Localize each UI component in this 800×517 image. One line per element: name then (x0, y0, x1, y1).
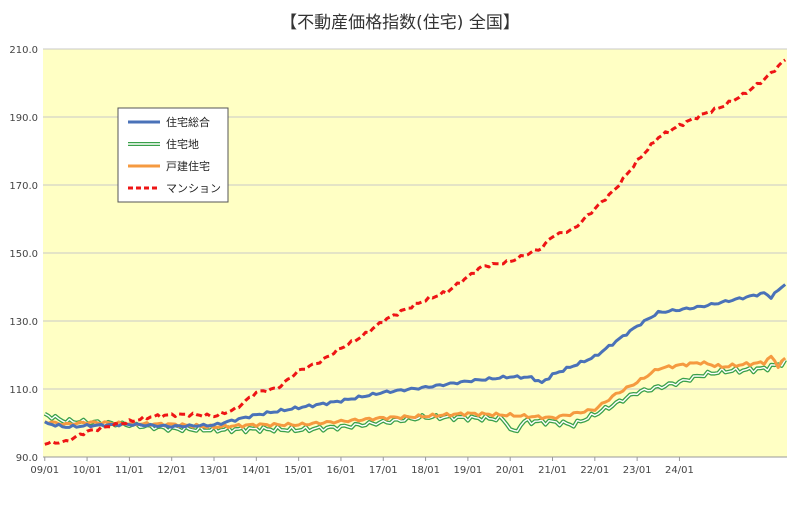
legend-label-1: 住宅地 (166, 137, 199, 151)
y-tick-label: 110.0 (9, 385, 38, 396)
series-line-1-inner (44, 359, 786, 433)
x-tick-label: 22/01 (580, 465, 609, 476)
y-tick-label: 170.0 (9, 181, 38, 192)
y-tick-label: 210.0 (9, 45, 38, 56)
x-tick-label: 09/01 (30, 465, 59, 476)
series-line-0 (44, 283, 787, 429)
y-tick-label: 90.0 (16, 453, 38, 464)
x-tick-label: 11/01 (115, 465, 144, 476)
x-tick-label: 17/01 (369, 465, 398, 476)
x-tick-label: 24/01 (665, 465, 694, 476)
series-line-2 (44, 354, 787, 430)
x-tick-label: 10/01 (73, 465, 102, 476)
y-tick-label: 190.0 (9, 113, 38, 124)
legend-label-2: 戸建住宅 (166, 159, 210, 173)
x-tick-label: 23/01 (623, 465, 652, 476)
x-tick-label: 16/01 (327, 465, 356, 476)
x-tick-label: 15/01 (284, 465, 313, 476)
x-tick-label: 18/01 (411, 465, 440, 476)
x-tick-label: 20/01 (496, 465, 525, 476)
legend-box (117, 107, 229, 203)
y-tick-label: 130.0 (9, 317, 38, 328)
chart-title: 【不動産価格指数(住宅) 全国】 (280, 13, 520, 33)
x-tick-label: 19/01 (453, 465, 482, 476)
legend-label-0: 住宅総合 (166, 115, 210, 129)
x-tick-label: 12/01 (157, 465, 186, 476)
x-tick-label: 13/01 (200, 465, 229, 476)
x-tick-label: 14/01 (242, 465, 271, 476)
x-tick-label: 21/01 (538, 465, 567, 476)
legend-label-3: マンション (166, 182, 221, 195)
y-tick-label: 150.0 (9, 249, 38, 260)
